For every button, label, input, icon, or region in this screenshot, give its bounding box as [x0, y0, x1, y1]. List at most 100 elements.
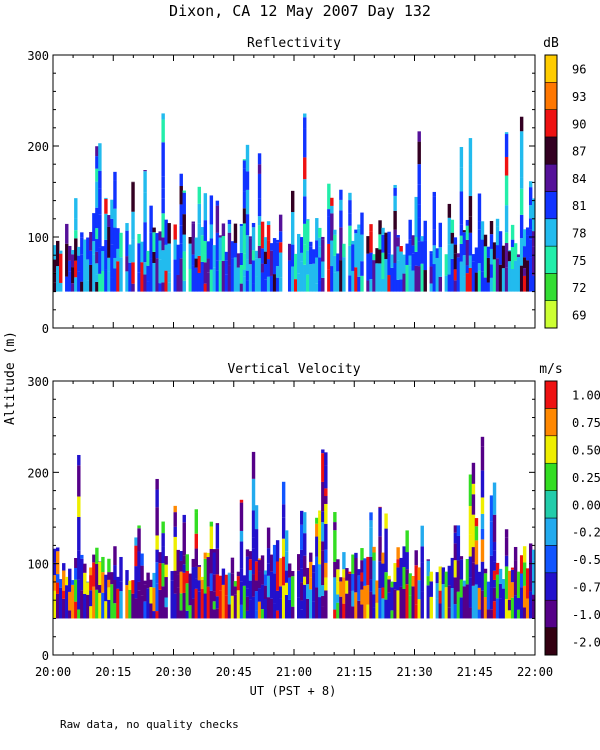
echo-cell [456, 535, 461, 561]
echo-cell [110, 277, 114, 292]
echo-cell [528, 591, 533, 619]
echo-cell [95, 146, 99, 157]
echo-cell [318, 510, 322, 514]
echo-cell [477, 193, 482, 222]
echo-cell [393, 589, 397, 619]
echo-cell [297, 570, 301, 598]
echo-cell [161, 188, 165, 199]
echo-cell [209, 590, 214, 619]
echo-cell [263, 237, 268, 252]
echo-cell [155, 583, 159, 612]
echo-cell [179, 610, 183, 619]
echo-cell [303, 244, 307, 265]
echo-cell [468, 577, 473, 608]
echo-cell [92, 562, 96, 587]
echo-cell [89, 590, 93, 607]
echo-cell [143, 192, 147, 204]
echo-cell [56, 266, 60, 292]
echo-cell [263, 574, 268, 586]
echo-cell [417, 131, 421, 142]
echo-cell [182, 234, 186, 252]
echo-cell [528, 257, 533, 292]
echo-cell [134, 566, 138, 599]
echo-cell [107, 587, 111, 600]
echo-cell [140, 262, 144, 292]
echo-cell [357, 575, 361, 601]
echo-cell [257, 258, 262, 292]
echo-cell [312, 263, 316, 292]
echo-cell [182, 280, 186, 292]
echo-cell [471, 585, 476, 619]
echo-cell [98, 585, 102, 593]
echo-cell [492, 601, 497, 619]
echo-cell [459, 235, 464, 244]
echo-cell [53, 548, 57, 563]
echo-cell [230, 559, 235, 574]
echo-cell [74, 218, 78, 231]
echo-cell [510, 569, 515, 583]
echo-cell [167, 243, 171, 273]
echo-cell [300, 252, 304, 262]
echo-cell [300, 510, 304, 525]
echo-cell [95, 547, 99, 564]
colorbar-segment [544, 599, 558, 628]
echo-cell [257, 560, 262, 572]
echo-cell [74, 601, 78, 619]
echo-cell [525, 568, 530, 599]
echo-cell [269, 598, 274, 619]
echo-cell [321, 236, 325, 240]
echo-cell [212, 574, 217, 592]
echo-cell [387, 592, 391, 619]
echo-cell [221, 260, 226, 292]
echo-cell [324, 562, 328, 578]
echo-cell [330, 197, 334, 206]
echo-cell [131, 262, 135, 284]
echo-cell [182, 214, 186, 235]
echo-cell [513, 595, 518, 619]
echo-cell [56, 574, 60, 583]
echo-cell [260, 555, 265, 585]
echo-cell [173, 570, 177, 594]
echo-cell [275, 610, 280, 619]
echo-cell [306, 567, 310, 585]
echo-cell [333, 255, 337, 273]
echo-cell [303, 555, 307, 577]
echo-cell [203, 240, 208, 254]
echo-cell [65, 243, 69, 277]
echo-cell [471, 462, 476, 484]
echo-cell [290, 190, 295, 213]
echo-cell [68, 260, 72, 272]
echo-cell [480, 539, 485, 562]
echo-cell [390, 254, 394, 268]
echo-cell [59, 579, 63, 588]
echo-cell [489, 587, 494, 610]
echo-cell [161, 533, 165, 547]
echo-cell [396, 547, 400, 560]
echo-cell [107, 599, 111, 619]
echo-cell [477, 263, 482, 271]
echo-cell [405, 243, 409, 265]
y-tick-label: 200 [27, 466, 49, 480]
echo-cell [459, 597, 464, 619]
echo-cell [531, 198, 536, 232]
echo-cell [209, 195, 214, 225]
echo-cell [194, 258, 198, 268]
echo-cell [453, 577, 458, 605]
echo-cell [384, 259, 388, 292]
echo-cell [152, 251, 156, 263]
colorbar-label: 93 [572, 90, 586, 104]
echo-cell [77, 454, 81, 466]
echo-cell [399, 246, 403, 252]
echo-cell [215, 523, 220, 525]
echo-cell [459, 579, 464, 598]
echo-cell [366, 604, 370, 619]
echo-cell [161, 176, 165, 189]
echo-cell [531, 594, 536, 619]
panel-title: Vertical Velocity [227, 362, 360, 377]
echo-cell [161, 546, 165, 564]
echo-cell [507, 251, 512, 262]
echo-cell [504, 132, 509, 135]
echo-cell [528, 239, 533, 258]
echo-cell [342, 243, 346, 258]
echo-cell [525, 598, 530, 619]
